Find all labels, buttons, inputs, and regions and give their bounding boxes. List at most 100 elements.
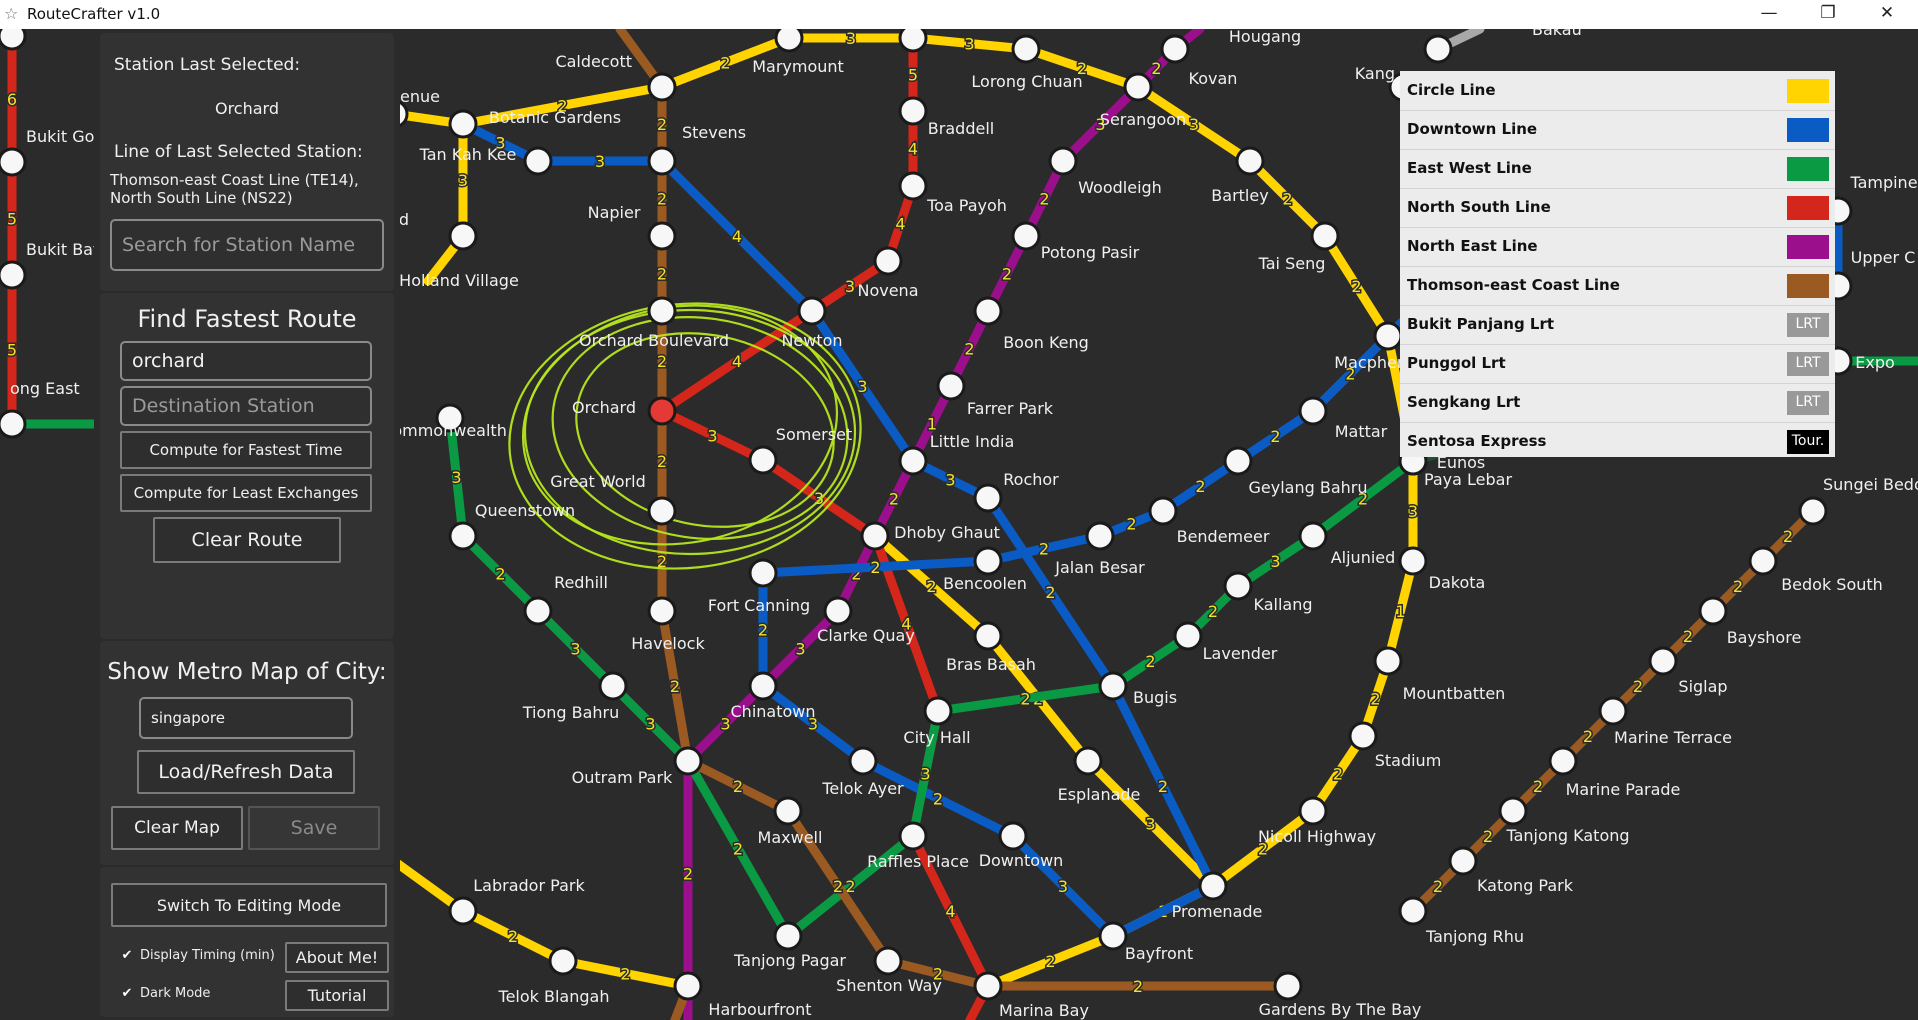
- station-dakota[interactable]: [1398, 546, 1428, 576]
- dark-mode-checkbox[interactable]: ✔ Dark Mode: [120, 986, 211, 1001]
- city-input[interactable]: [139, 697, 353, 739]
- legend-row-bukit-panjang[interactable]: Bukit Panjang Lrt LRT: [1400, 305, 1835, 345]
- station-mountbatten[interactable]: [1373, 646, 1403, 676]
- station-bayshore[interactable]: [1698, 596, 1728, 626]
- origin-input[interactable]: [120, 341, 372, 381]
- station-great-world[interactable]: [647, 496, 677, 526]
- station-novena[interactable]: [873, 246, 903, 276]
- station-kovan[interactable]: [1160, 34, 1190, 64]
- about-button[interactable]: About Me!: [285, 942, 389, 973]
- station-sungei-bedok[interactable]: [1798, 496, 1828, 526]
- station-labrador-park[interactable]: [448, 896, 478, 926]
- station-choa-chu-kang[interactable]: [0, 29, 27, 51]
- save-button[interactable]: Save: [248, 806, 380, 850]
- station-promenade[interactable]: [1198, 871, 1228, 901]
- station-katong-park[interactable]: [1448, 846, 1478, 876]
- legend-row-north-south[interactable]: North South Line: [1400, 188, 1835, 228]
- station-geylang-bahru[interactable]: [1223, 446, 1253, 476]
- station-dhoby-ghaut[interactable]: [860, 521, 890, 551]
- station-redhill[interactable]: [523, 596, 553, 626]
- station-potong-pasir[interactable]: [1011, 221, 1041, 251]
- station-serangoon[interactable]: [1123, 72, 1153, 102]
- metro-map[interactable]: 6553223323223122232212322544343343423222…: [0, 29, 1918, 1020]
- station-tai-seng[interactable]: [1310, 221, 1340, 251]
- station-telok-ayer[interactable]: [848, 746, 878, 776]
- station-havelock[interactable]: [647, 596, 677, 626]
- minimize-icon[interactable]: —: [1760, 3, 1778, 23]
- station-orchard-boulevard[interactable]: [647, 296, 677, 326]
- station-lavender[interactable]: [1173, 621, 1203, 651]
- station-bencoolen[interactable]: [973, 546, 1003, 576]
- station-queenstown[interactable]: [448, 521, 478, 551]
- station-chinatown[interactable]: [748, 671, 778, 701]
- legend-row-punggol[interactable]: Punggol Lrt LRT: [1400, 344, 1835, 384]
- station-botanic-gardens[interactable]: [448, 109, 478, 139]
- station-bugis[interactable]: [1098, 671, 1128, 701]
- station-little-india[interactable]: [898, 446, 928, 476]
- station-shenton-way[interactable]: [873, 946, 903, 976]
- station-downtown[interactable]: [998, 821, 1028, 851]
- station-lorong-chuan[interactable]: [1011, 34, 1041, 64]
- station-bishan[interactable]: [898, 29, 928, 53]
- station-telok-blangah[interactable]: [548, 946, 578, 976]
- legend-row-thomson-east-coast[interactable]: Thomson-east Coast Line: [1400, 266, 1835, 306]
- legend-row-downtown[interactable]: Downtown Line: [1400, 110, 1835, 150]
- legend-row-sentosa[interactable]: Sentosa Express Tour.: [1400, 422, 1835, 461]
- station-bakau[interactable]: [1423, 34, 1453, 64]
- station-search-input[interactable]: [110, 219, 384, 271]
- station-road-w[interactable]: [448, 221, 478, 251]
- station-city-hall[interactable]: [923, 696, 953, 726]
- station-stevens[interactable]: [647, 146, 677, 176]
- station-mattar[interactable]: [1298, 396, 1328, 426]
- station-esplanade[interactable]: [1073, 746, 1103, 776]
- station-maxwell[interactable]: [773, 796, 803, 826]
- station-gardens-by-the-bay[interactable]: [1273, 971, 1303, 1001]
- station-napier[interactable]: [647, 221, 677, 251]
- clear-route-button[interactable]: Clear Route: [153, 517, 341, 563]
- legend-row-east-west[interactable]: East West Line: [1400, 149, 1835, 189]
- station-boon-keng[interactable]: [973, 296, 1003, 326]
- station-bras-basah[interactable]: [973, 621, 1003, 651]
- restore-icon[interactable]: ❐: [1820, 3, 1836, 23]
- station-tanjong-pagar[interactable]: [773, 921, 803, 951]
- station-bartley[interactable]: [1235, 146, 1265, 176]
- destination-input[interactable]: [120, 386, 372, 426]
- station-bedok-south[interactable]: [1748, 546, 1778, 576]
- station-clarke-quay[interactable]: [823, 596, 853, 626]
- station-raffles-place[interactable]: [898, 821, 928, 851]
- station-bukit-batok[interactable]: [0, 260, 27, 290]
- station-jurong-east[interactable]: [0, 409, 27, 439]
- compute-fastest-button[interactable]: Compute for Fastest Time: [120, 431, 372, 469]
- station-orchard[interactable]: [647, 396, 677, 426]
- display-timing-checkbox[interactable]: ✔ Display Timing (min): [120, 948, 275, 963]
- legend-row-north-east[interactable]: North East Line: [1400, 227, 1835, 267]
- clear-map-button[interactable]: Clear Map: [111, 806, 243, 850]
- station-tan-kah-kee[interactable]: [523, 146, 553, 176]
- station-macpherson[interactable]: [1373, 321, 1403, 351]
- station-bendemeer[interactable]: [1148, 496, 1178, 526]
- station-bukit-gombak[interactable]: [0, 147, 27, 177]
- station-kallang[interactable]: [1223, 571, 1253, 601]
- station-newton[interactable]: [797, 296, 827, 326]
- station-marine-terrace[interactable]: [1598, 696, 1628, 726]
- station-toa-payoh[interactable]: [898, 171, 928, 201]
- station-tanjong-rhu[interactable]: [1398, 896, 1428, 926]
- station-outram-park[interactable]: [673, 746, 703, 776]
- station-harbourfront[interactable]: [673, 971, 703, 1001]
- station-tiong-bahru[interactable]: [598, 671, 628, 701]
- load-refresh-button[interactable]: Load/Refresh Data: [137, 750, 355, 794]
- station-woodleigh[interactable]: [1048, 146, 1078, 176]
- station-marina-bay[interactable]: [973, 971, 1003, 1001]
- tutorial-button[interactable]: Tutorial: [285, 980, 389, 1011]
- station-farrer-park[interactable]: [936, 371, 966, 401]
- legend-row-circle[interactable]: Circle Line: [1400, 71, 1835, 111]
- station-nicoll-highway[interactable]: [1298, 796, 1328, 826]
- station-fort-canning[interactable]: [748, 558, 778, 588]
- station-commonwealth[interactable]: [435, 403, 465, 433]
- station-braddell[interactable]: [898, 96, 928, 126]
- station-marine-parade[interactable]: [1548, 746, 1578, 776]
- station-tanjong-katong[interactable]: [1498, 796, 1528, 826]
- station-marymount[interactable]: [774, 29, 804, 53]
- station-bayfront[interactable]: [1098, 921, 1128, 951]
- close-icon[interactable]: ✕: [1879, 3, 1895, 23]
